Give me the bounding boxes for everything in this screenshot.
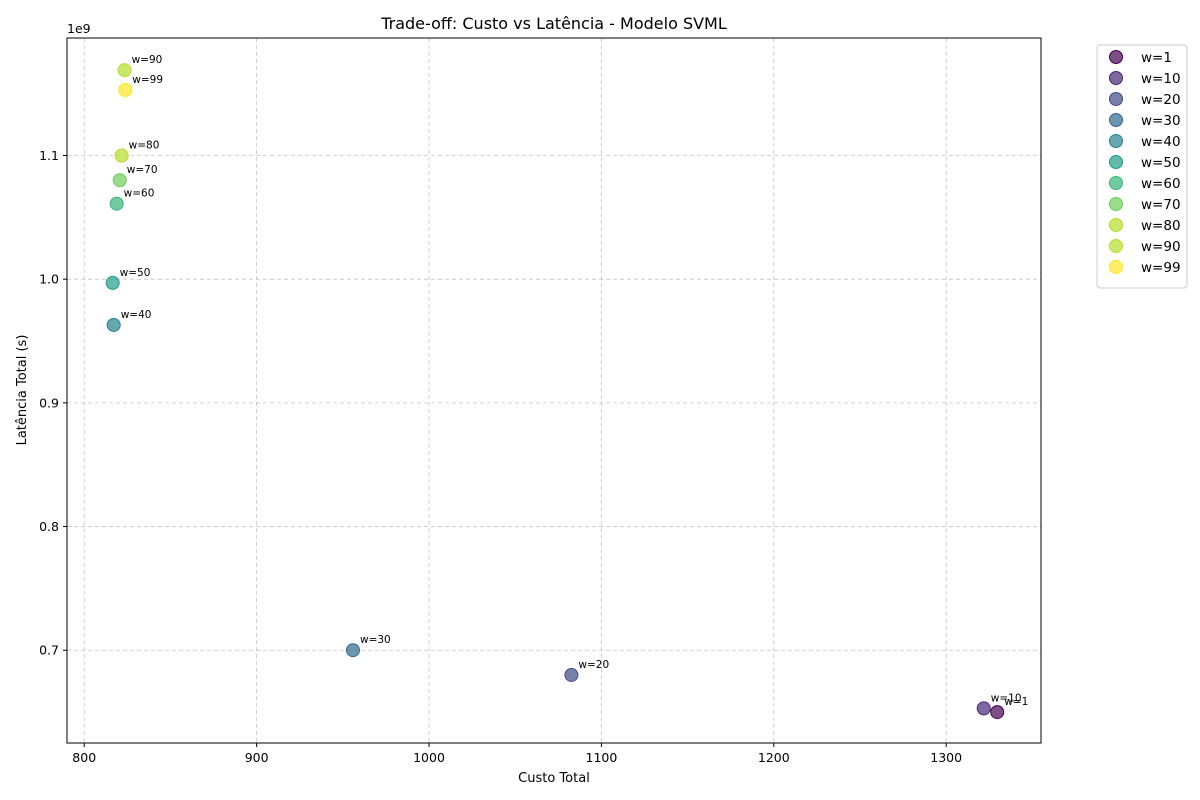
legend-marker [1109,155,1123,169]
y-tick-label: 0.8 [39,519,59,534]
x-tick-label: 1300 [930,750,962,765]
legend-marker [1109,260,1123,274]
legend-label: w=99 [1141,260,1181,276]
legend-label: w=30 [1141,113,1181,129]
legend-label: w=60 [1141,176,1181,192]
point-label: w=40 [121,309,152,321]
data-point [114,148,129,163]
legend-label: w=50 [1141,155,1181,171]
legend-label: w=20 [1141,92,1181,108]
x-tick-label: 1000 [413,750,445,765]
x-tick-label: 900 [245,750,269,765]
legend-label: w=80 [1141,218,1181,234]
legend-label: w=1 [1141,50,1172,66]
legend-label: w=70 [1141,197,1181,213]
legend-marker [1109,50,1123,64]
data-point [976,701,991,716]
grid-lines [67,38,1041,743]
y-tick-label: 1.0 [39,272,59,287]
legend-label: w=90 [1141,239,1181,255]
x-tick-label: 1200 [758,750,790,765]
chart-title: Trade-off: Custo vs Latência - Modelo SV… [380,14,727,33]
legend-marker [1109,197,1123,211]
data-point [117,63,132,78]
x-axis-label: Custo Total [518,771,590,786]
data-point [112,173,127,188]
point-label: w=1 [1004,696,1028,708]
y-axis: 0.7 0.8 0.9 1.0 1.1 [39,148,67,658]
legend-marker [1109,134,1123,148]
x-tick-label: 1100 [586,750,618,765]
y-axis-label: Latência Total (s) [15,335,30,446]
data-point [109,196,124,211]
legend-label: w=10 [1141,71,1181,87]
legend: w=1 w=10 w=20 w=30 w=40 w=50 w=60 w=70 w=80 w=90 w… [1096,44,1188,289]
legend-marker [1109,218,1123,232]
data-point [118,82,133,97]
y-tick-label: 0.7 [39,643,59,658]
point-label: w=50 [120,267,151,279]
legend-marker [1109,113,1123,127]
point-label: w=10 [991,692,1022,704]
y-tick-label: 1.1 [39,148,59,163]
data-point [564,667,579,682]
point-label: w=30 [360,634,391,646]
point-label: w=99 [132,74,163,86]
data-points: w=1w=10 w=20 w=30 w=40 w=50 w=60 w=70 w=80 w=90 w… [105,54,1028,720]
legend-marker [1109,92,1123,106]
legend-label: w=40 [1141,134,1181,150]
data-point [106,317,121,332]
x-axis: 800 900 1000 1100 1200 1300 [72,743,962,765]
data-point [990,705,1005,720]
y-axis-offset-text: 1e9 [67,21,91,36]
legend-marker [1109,239,1123,253]
plot-area-frame [66,37,1042,744]
legend-marker [1109,71,1123,85]
x-tick-label: 800 [72,750,96,765]
data-point [105,275,120,290]
y-tick-label: 0.9 [39,395,59,410]
data-point [345,643,360,658]
legend-marker [1109,176,1123,190]
point-label: w=80 [129,140,160,152]
point-label: w=20 [578,659,609,671]
point-label: w=90 [132,54,163,66]
point-label: w=60 [124,188,155,200]
point-label: w=70 [127,164,158,176]
